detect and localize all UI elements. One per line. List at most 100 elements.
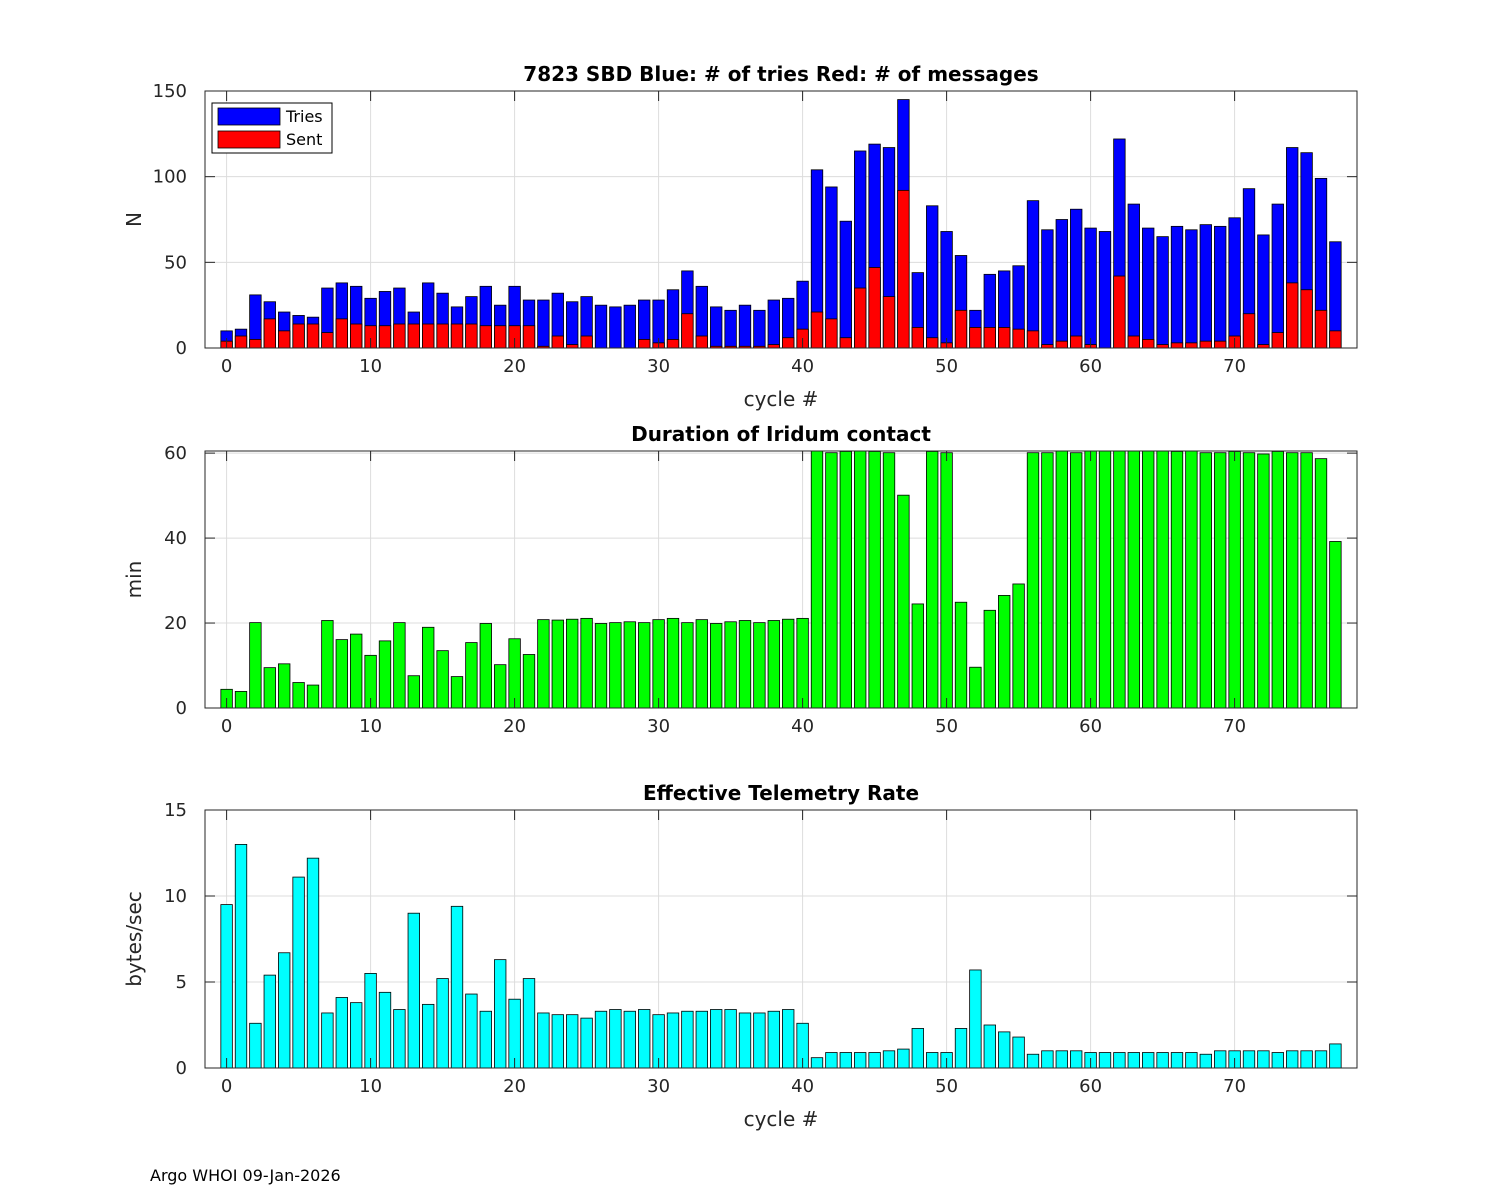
bar-duration (839, 451, 852, 709)
y-axis-label: min (122, 561, 146, 599)
bar-sent (278, 330, 291, 349)
bar-duration (479, 623, 492, 709)
bar-rate (508, 998, 521, 1069)
bar-rate (983, 1024, 996, 1069)
bar-sent (1271, 332, 1284, 349)
bar-rate (335, 997, 348, 1069)
bar-duration (306, 684, 320, 709)
bar-duration (753, 622, 766, 709)
bar-duration (609, 622, 622, 709)
bar-tries (926, 205, 939, 349)
bar-sent (566, 344, 579, 349)
bar-duration (954, 601, 968, 709)
x-tick-label: 10 (359, 1076, 382, 1097)
bar-rate (594, 1010, 608, 1069)
bar-rate (1156, 1052, 1169, 1069)
bar-sent (1012, 328, 1025, 349)
bar-duration (724, 621, 737, 709)
series-rate (220, 844, 1342, 1069)
bar-duration (551, 619, 564, 709)
x-tick-label: 20 (503, 1076, 526, 1097)
bar-duration (321, 620, 334, 709)
bar-rate (263, 974, 276, 1069)
bar-rate (1170, 1052, 1184, 1069)
bar-sent (998, 327, 1011, 349)
bar-tries (1084, 227, 1097, 349)
y-tick-label: 20 (164, 613, 187, 634)
bar-sent (522, 325, 536, 349)
bar-duration (969, 666, 982, 709)
bar-rate (321, 1012, 334, 1069)
bar-tries (839, 220, 852, 349)
bar-rate (364, 973, 377, 1069)
bar-rate (436, 978, 449, 1069)
bar-duration (940, 452, 953, 709)
bar-sent (407, 323, 420, 349)
bar-sent (378, 325, 392, 349)
bar-tries (609, 306, 622, 349)
bar-rate (1012, 1036, 1025, 1069)
bar-sent (1070, 335, 1083, 349)
bar-duration (1271, 451, 1284, 709)
bar-rate (1055, 1050, 1068, 1069)
bar-rate (695, 1010, 708, 1069)
bar-tries (1055, 219, 1068, 349)
bar-rate (1041, 1050, 1054, 1069)
bar-sent (1329, 330, 1342, 349)
bar-sent (839, 337, 852, 349)
bar-sent (782, 337, 795, 349)
legend-swatch-sent (217, 130, 281, 149)
bar-rate (666, 1012, 680, 1069)
bar-rate (407, 912, 420, 1069)
bar-duration (1084, 450, 1097, 709)
bar-duration (666, 617, 680, 709)
bar-rate (1199, 1053, 1212, 1069)
bar-rate (1142, 1052, 1155, 1069)
y-axis-label: bytes/sec (122, 891, 146, 987)
bar-sent (1257, 344, 1270, 349)
bar-duration (1314, 458, 1328, 709)
bar-duration (983, 609, 996, 709)
bar-rate (494, 959, 507, 1069)
bar-rate (1257, 1050, 1270, 1069)
bar-duration (1199, 452, 1212, 709)
bar-duration (422, 626, 435, 709)
bar-rate (998, 1031, 1011, 1069)
bar-sent (695, 335, 708, 349)
bar-duration (1300, 452, 1313, 709)
bar-duration (335, 639, 348, 709)
bar-rate (537, 1012, 550, 1069)
bar-duration (508, 638, 521, 709)
bar-sent (1214, 340, 1227, 349)
bar-tries (1257, 234, 1270, 349)
bar-sent (580, 335, 593, 349)
bar-sent (436, 323, 449, 349)
y-tick-label: 150 (153, 81, 187, 102)
bar-duration (868, 451, 881, 709)
x-tick-label: 20 (503, 716, 526, 737)
bar-sent (1026, 330, 1040, 349)
bar-duration (1070, 452, 1083, 709)
bar-duration (825, 452, 838, 709)
x-tick-label: 70 (1223, 1076, 1246, 1097)
bar-duration (1041, 452, 1054, 709)
bar-rate (1185, 1052, 1198, 1069)
x-tick-label: 30 (647, 356, 670, 377)
bar-sent (393, 323, 406, 349)
bar-duration (350, 633, 363, 709)
bar-rate (738, 1012, 752, 1069)
bar-sent (1055, 340, 1068, 349)
bar-sent (1156, 344, 1169, 349)
bar-duration (465, 642, 478, 709)
bar-rate (249, 1022, 262, 1069)
bar-sent (825, 318, 838, 349)
bar-tries (1156, 236, 1169, 349)
bar-duration (1329, 541, 1342, 709)
bar-tries (566, 301, 579, 349)
x-tick-label: 40 (791, 1076, 814, 1097)
x-tick-label: 10 (359, 716, 382, 737)
bar-duration (1286, 452, 1299, 709)
bar-rate (897, 1048, 910, 1069)
bar-rate (681, 1010, 694, 1069)
bar-rate (1242, 1050, 1256, 1069)
